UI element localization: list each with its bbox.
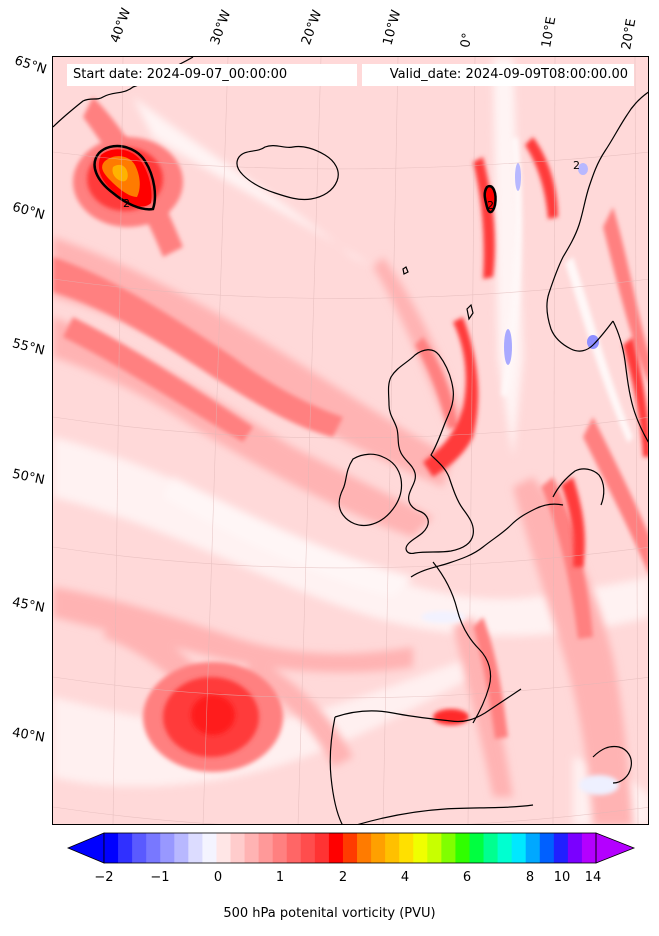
- pv-spot-mediterranean: [433, 709, 469, 725]
- colorbar-cell: [511, 833, 527, 863]
- lon-label-40w: 40°W: [107, 6, 135, 45]
- pv-map[interactable]: 2 2 2: [52, 56, 649, 825]
- colorbar-tick: 4: [400, 870, 410, 885]
- colorbar-cell: [413, 833, 428, 863]
- colorbar-label: 500 hPa potenital vorticity (PVU): [223, 906, 436, 921]
- colorbar-cell: [342, 833, 358, 863]
- lat-label-40n: 40°N: [10, 725, 46, 746]
- colorbar-cell: [581, 833, 597, 863]
- coastlines: [53, 57, 648, 824]
- colorbar-tick: 2: [338, 870, 348, 885]
- colorbar-cell: [258, 833, 274, 863]
- colorbar-max-extend: [595, 832, 636, 864]
- colorbar-cell: [174, 833, 189, 863]
- colorbar-cell: [539, 833, 555, 863]
- lat-label-50n: 50°N: [10, 466, 46, 489]
- lat-label-65n: 65°N: [12, 53, 49, 78]
- contour-label-vortex: 2: [123, 197, 130, 210]
- colorbar-cell: [357, 833, 372, 863]
- lat-label-55n: 55°N: [10, 336, 47, 359]
- pv-field: [53, 57, 648, 824]
- colorbar-cell: [104, 833, 119, 863]
- vortex-northwest: [73, 137, 183, 227]
- lon-label-20w: 20°W: [298, 8, 326, 47]
- lon-label-30w: 30°W: [207, 8, 235, 47]
- colorbar-cell: [427, 833, 442, 863]
- lon-label-10w: 10°W: [380, 8, 405, 47]
- colorbar-cell: [455, 833, 470, 863]
- colorbar-cell: [328, 833, 344, 863]
- start-date-label: Start date: 2024-09-07_00:00:00: [67, 64, 357, 86]
- colorbar-cell: [300, 833, 316, 863]
- colorbar-cell: [385, 833, 400, 863]
- contour-north-sea: [483, 184, 497, 214]
- colorbar-cell: [160, 833, 175, 863]
- colorbar-cell: [188, 833, 203, 863]
- colorbar-tick: 0: [213, 870, 223, 885]
- colorbar-cell: [483, 833, 499, 863]
- lon-label-20e: 20°E: [619, 17, 640, 52]
- colorbar-cell: [216, 833, 232, 863]
- lat-label-60n: 60°N: [10, 199, 47, 224]
- colorbar-cell: [371, 833, 386, 863]
- colorbar-cell: [272, 833, 288, 863]
- colorbar-min-extend: [66, 832, 105, 864]
- colorbar-cell: [118, 833, 133, 863]
- colorbar-cell: [441, 833, 456, 863]
- colorbar-cell: [314, 833, 330, 863]
- pv-strong-bands: [423, 137, 648, 567]
- colorbar-cell: [132, 833, 147, 863]
- colorbar-cell: [146, 833, 161, 863]
- colorbar-tick: 14: [584, 870, 602, 885]
- valid-date-label: Valid_date: 2024-09-09T08:00:00.00: [362, 64, 634, 86]
- colorbar-cells: [104, 833, 597, 863]
- colorbar-tick: −2: [94, 870, 114, 885]
- colorbar-tick: 1: [275, 870, 285, 885]
- lon-label-0: 0°: [458, 31, 476, 49]
- lat-label-45n: 45°N: [10, 595, 46, 616]
- contour-label-north-sea: 2: [487, 199, 494, 212]
- colorbar-cell: [497, 833, 513, 863]
- vortex-southwest: [143, 662, 283, 772]
- colorbar-cell: [469, 833, 485, 863]
- colorbar-cell: [567, 833, 583, 863]
- colorbar: [66, 832, 636, 864]
- colorbar-cell: [399, 833, 414, 863]
- colorbar-tick: 10: [553, 870, 571, 885]
- negative-pv-streaks: [421, 137, 633, 795]
- colorbar-tick: −1: [150, 870, 170, 885]
- colorbar-cell: [244, 833, 260, 863]
- colorbar-cell: [553, 833, 569, 863]
- colorbar-cell: [202, 833, 217, 863]
- colorbar-tick: 8: [525, 870, 535, 885]
- colorbar-cell: [230, 833, 246, 863]
- colorbar-tick: 6: [462, 870, 472, 885]
- contour-label-norway: 2: [573, 159, 580, 172]
- colorbar-cell: [286, 833, 302, 863]
- lon-label-10e: 10°E: [539, 15, 560, 49]
- graticule: [53, 57, 648, 824]
- colorbar-cell: [525, 833, 541, 863]
